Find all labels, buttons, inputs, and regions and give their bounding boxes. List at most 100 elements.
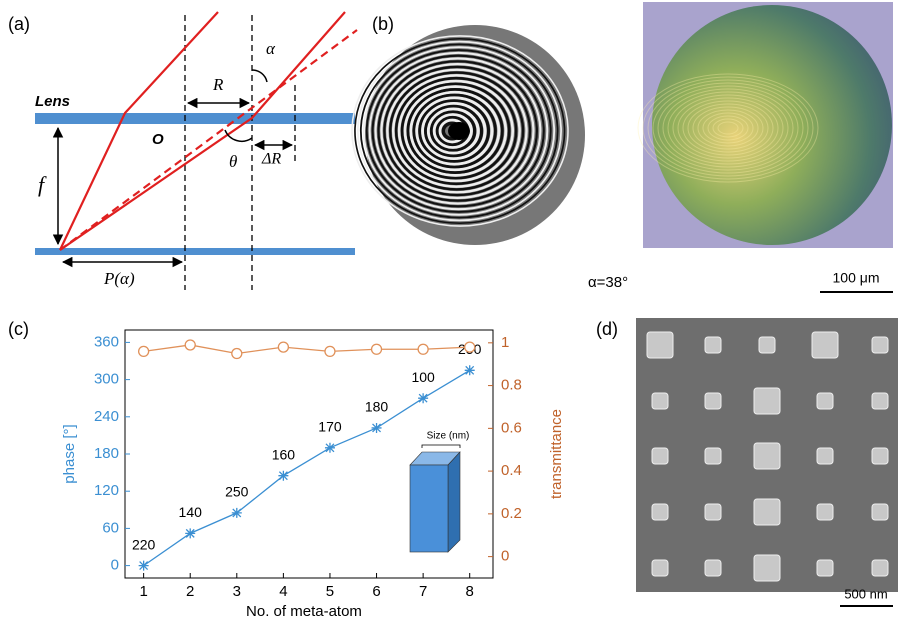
ray	[60, 12, 218, 250]
x-tick-label: 6	[372, 583, 380, 600]
meta-atom	[872, 448, 888, 464]
marker	[185, 340, 195, 350]
meta-atom	[817, 393, 833, 409]
theta-arc	[225, 130, 252, 141]
y2-tick-label: 0.4	[501, 462, 522, 479]
y-tick-label: 360	[94, 333, 119, 350]
marker	[418, 393, 428, 403]
y-tick-label: 0	[111, 557, 119, 574]
lens-label: Lens	[35, 93, 70, 110]
y2-tick-label: 1	[501, 334, 509, 351]
y2-tick-label: 0.2	[501, 505, 522, 522]
meta-atom	[705, 448, 721, 464]
panel-label: (a)	[8, 14, 30, 34]
meta-atom	[652, 560, 668, 576]
inset-label: Size (nm)	[427, 431, 470, 442]
y-tick-label: 60	[102, 519, 119, 536]
meta-atom	[705, 560, 721, 576]
y2-tick-label: 0.8	[501, 377, 522, 394]
meta-atom	[647, 332, 673, 358]
ray	[60, 12, 345, 250]
meta-atom	[759, 337, 775, 353]
size-label: 220	[132, 536, 156, 552]
sem-image	[636, 318, 898, 592]
x-tick-label: 7	[419, 583, 427, 600]
marker	[325, 443, 335, 453]
x-tick-label: 4	[279, 583, 287, 600]
y2-tick-label: 0	[501, 548, 509, 565]
x-axis-label: No. of meta-atom	[246, 603, 362, 620]
marker	[465, 365, 475, 375]
marker	[372, 423, 382, 433]
alpha-label: α	[266, 39, 276, 58]
meta-atom	[872, 560, 888, 576]
meta-atom	[705, 337, 721, 353]
panel-label: (d)	[596, 319, 618, 339]
y-tick-label: 180	[94, 445, 119, 462]
x-tick-label: 2	[186, 583, 194, 600]
size-label: 180	[365, 399, 389, 415]
theta-label: θ	[229, 152, 237, 171]
chart: Size (nm) No. of meta-atom phase [°] tra…	[61, 330, 565, 620]
marker	[278, 471, 288, 481]
marker	[232, 508, 242, 518]
meta-atom	[754, 443, 780, 469]
meta-atom	[817, 504, 833, 520]
meta-atom	[705, 504, 721, 520]
inset-box	[410, 445, 460, 552]
marker	[232, 349, 242, 359]
phase-map	[352, 25, 585, 245]
scale-label: 100 μm	[833, 270, 880, 286]
meta-atom	[817, 560, 833, 576]
y-tick-label: 120	[94, 482, 119, 499]
f-label: f	[38, 172, 47, 197]
p-label: P(α)	[103, 269, 135, 288]
focal-plane	[35, 248, 355, 255]
panel-label: (c)	[8, 319, 29, 339]
marker	[185, 528, 195, 538]
origin-label: O	[152, 131, 164, 148]
meta-atom	[754, 388, 780, 414]
diagram: Lens O f R α θ ΔR P(α)	[35, 12, 357, 290]
r-label: R	[212, 75, 224, 94]
y-tick-label: 300	[94, 371, 119, 388]
size-label: 250	[225, 484, 249, 500]
size-label: 160	[272, 446, 296, 462]
marker	[139, 561, 149, 571]
size-label: 140	[179, 504, 203, 520]
meta-atom	[652, 448, 668, 464]
y2-axis-label: transmittance	[548, 409, 565, 499]
marker	[418, 344, 428, 354]
marker	[278, 342, 288, 352]
y2-tick-label: 0.6	[501, 419, 522, 436]
scale-label: 500 nm	[844, 586, 887, 601]
size-label: 170	[318, 419, 342, 435]
x-tick-label: 8	[466, 583, 474, 600]
y-tick-label: 240	[94, 408, 119, 425]
meta-atom	[705, 393, 721, 409]
y-axis-label: phase [°]	[61, 424, 78, 483]
x-tick-label: 5	[326, 583, 334, 600]
ray-dashed	[60, 30, 357, 250]
dr-label: ΔR	[261, 151, 281, 168]
marker	[325, 346, 335, 356]
meta-atom	[754, 499, 780, 525]
ring-center	[448, 122, 470, 140]
meta-atom	[872, 393, 888, 409]
panel-label: (b)	[372, 14, 394, 34]
x-tick-label: 3	[233, 583, 241, 600]
meta-atom	[812, 332, 838, 358]
meta-atom	[872, 504, 888, 520]
alpha-arc	[252, 70, 267, 82]
meta-atom	[652, 393, 668, 409]
meta-atom	[817, 448, 833, 464]
meta-atom	[652, 504, 668, 520]
lens	[35, 113, 355, 124]
marker	[372, 344, 382, 354]
marker	[139, 346, 149, 356]
meta-atom	[872, 337, 888, 353]
size-label: 100	[411, 369, 435, 385]
marker	[465, 342, 475, 352]
angle-label: α=38°	[588, 274, 628, 291]
x-tick-label: 1	[139, 583, 147, 600]
